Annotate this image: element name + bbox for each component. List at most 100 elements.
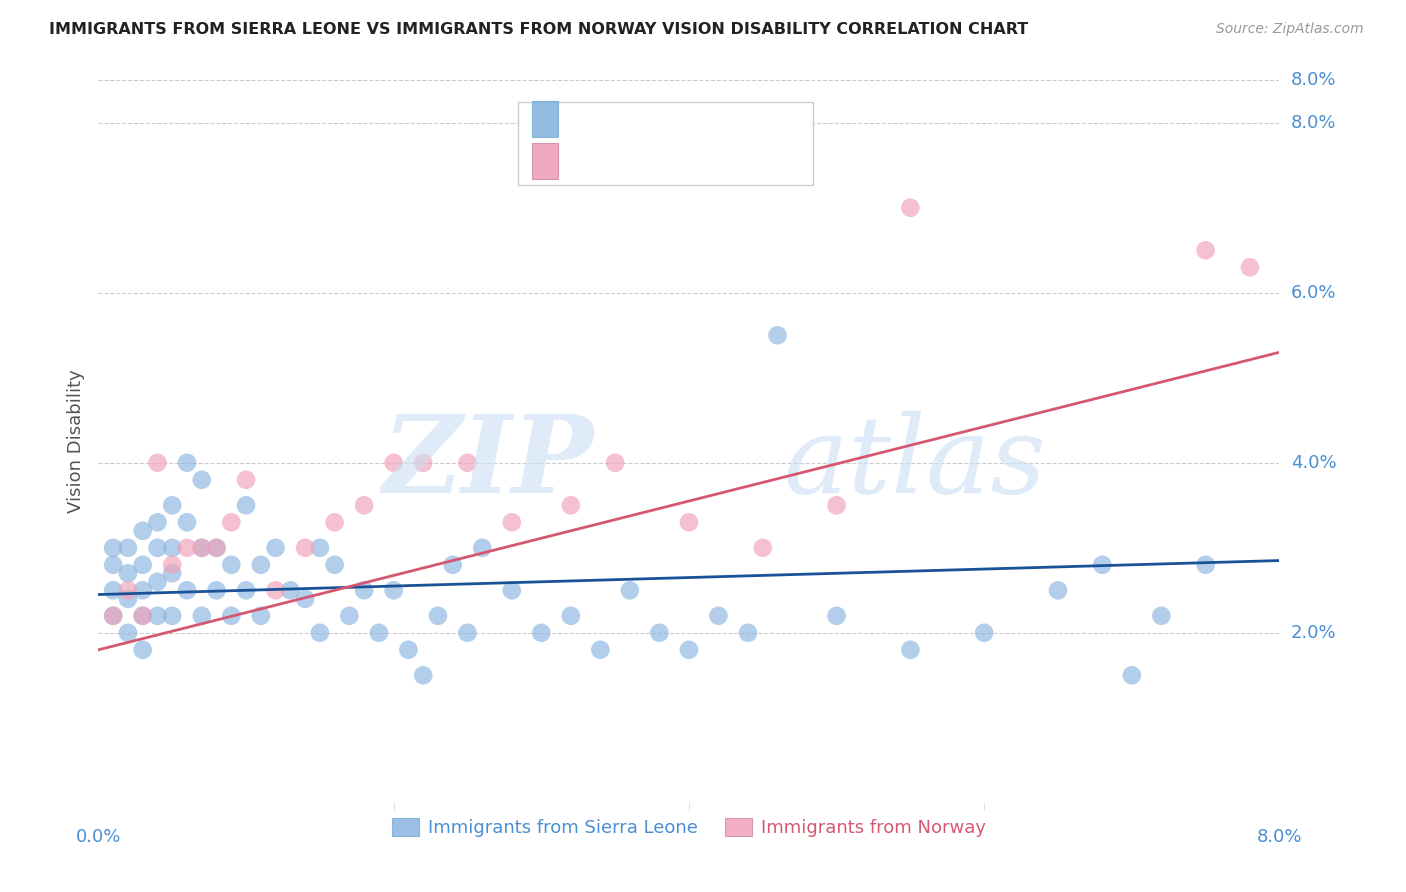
Point	[132, 608, 155, 623]
Point	[353, 498, 375, 512]
Point	[825, 498, 848, 512]
Point	[737, 625, 759, 640]
Text: 4.0%: 4.0%	[1291, 454, 1336, 472]
Point	[132, 642, 155, 657]
Point	[117, 566, 139, 581]
Point	[146, 608, 169, 623]
Point	[132, 558, 155, 572]
Point	[117, 583, 139, 598]
Point	[1195, 244, 1218, 258]
Text: R = 0.060   N = 69: R = 0.060 N = 69	[572, 110, 756, 128]
Text: R = 0.464   N = 26: R = 0.464 N = 26	[572, 153, 756, 170]
Point	[309, 625, 332, 640]
Point	[103, 583, 125, 598]
Point	[605, 456, 627, 470]
Point	[900, 642, 922, 657]
Bar	[531, 101, 558, 136]
Text: 6.0%: 6.0%	[1291, 284, 1336, 301]
Point	[191, 541, 214, 555]
Point	[103, 541, 125, 555]
Point	[162, 608, 183, 623]
Point	[235, 583, 257, 598]
Point	[191, 541, 214, 555]
Point	[323, 558, 346, 572]
Point	[176, 516, 198, 530]
Point	[323, 516, 346, 530]
Point	[103, 608, 125, 623]
Point	[221, 608, 243, 623]
Point	[412, 668, 434, 682]
Text: 8.0%: 8.0%	[1291, 71, 1336, 89]
Text: 0.0%: 0.0%	[76, 828, 121, 846]
Point	[294, 591, 316, 606]
Point	[648, 625, 671, 640]
Point	[678, 642, 700, 657]
Point	[132, 524, 155, 538]
Point	[441, 558, 464, 572]
Y-axis label: Vision Disability: Vision Disability	[66, 369, 84, 514]
Point	[146, 574, 169, 589]
Point	[973, 625, 995, 640]
Point	[766, 328, 789, 343]
Point	[162, 541, 183, 555]
Point	[368, 625, 391, 640]
Text: IMMIGRANTS FROM SIERRA LEONE VS IMMIGRANTS FROM NORWAY VISION DISABILITY CORRELA: IMMIGRANTS FROM SIERRA LEONE VS IMMIGRAN…	[49, 22, 1028, 37]
Point	[205, 541, 228, 555]
Point	[146, 516, 169, 530]
Point	[132, 583, 155, 598]
Point	[221, 516, 243, 530]
Point	[501, 516, 523, 530]
Point	[162, 498, 183, 512]
Point	[103, 558, 125, 572]
Point	[264, 541, 287, 555]
Point	[382, 456, 405, 470]
Point	[162, 558, 183, 572]
Text: Source: ZipAtlas.com: Source: ZipAtlas.com	[1216, 22, 1364, 37]
Point	[398, 642, 420, 657]
Point	[1121, 668, 1143, 682]
Point	[176, 541, 198, 555]
Point	[235, 498, 257, 512]
Point	[382, 583, 405, 598]
Point	[309, 541, 332, 555]
Point	[412, 456, 434, 470]
Point	[1091, 558, 1114, 572]
Point	[1046, 583, 1070, 598]
Point	[457, 456, 479, 470]
Bar	[531, 143, 558, 179]
Point	[900, 201, 922, 215]
Point	[221, 558, 243, 572]
Point	[501, 583, 523, 598]
Text: 2.0%: 2.0%	[1291, 624, 1336, 642]
Point	[117, 625, 139, 640]
Point	[176, 456, 198, 470]
Point	[250, 558, 273, 572]
Point	[560, 608, 582, 623]
Point	[339, 608, 361, 623]
Text: atlas: atlas	[783, 410, 1046, 516]
Point	[707, 608, 730, 623]
Point	[294, 541, 316, 555]
Point	[176, 583, 198, 598]
FancyBboxPatch shape	[517, 102, 813, 185]
Point	[1239, 260, 1261, 275]
Text: ZIP: ZIP	[382, 410, 595, 516]
Point	[191, 608, 214, 623]
Point	[235, 473, 257, 487]
Point	[353, 583, 375, 598]
Point	[103, 608, 125, 623]
Point	[280, 583, 302, 598]
Point	[205, 541, 228, 555]
Point	[530, 625, 553, 640]
Text: 8.0%: 8.0%	[1257, 828, 1302, 846]
Point	[825, 608, 848, 623]
Point	[117, 541, 139, 555]
Point	[752, 541, 775, 555]
Text: 8.0%: 8.0%	[1291, 114, 1336, 132]
Point	[589, 642, 612, 657]
Point	[1150, 608, 1173, 623]
Point	[678, 516, 700, 530]
Point	[427, 608, 450, 623]
Point	[250, 608, 273, 623]
Legend: Immigrants from Sierra Leone, Immigrants from Norway: Immigrants from Sierra Leone, Immigrants…	[385, 811, 993, 845]
